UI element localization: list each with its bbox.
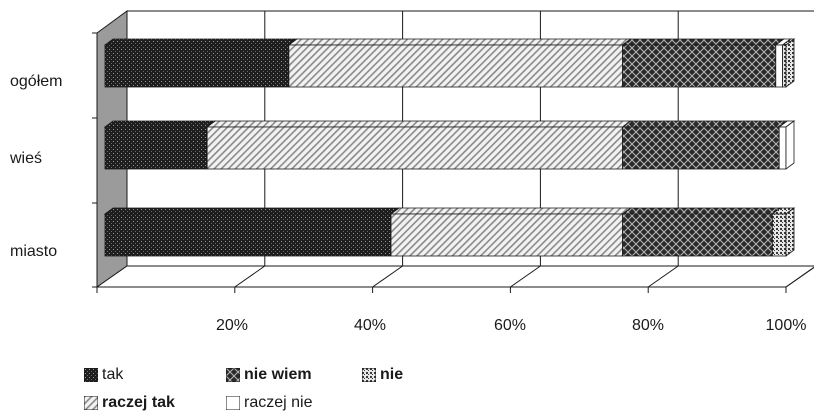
legend-item-tak: tak	[84, 366, 123, 384]
legend-swatch-nie	[362, 368, 376, 382]
legend-label-raczej-nie: raczej nie	[244, 394, 313, 411]
bar-face-nie-2	[771, 213, 787, 257]
bar-face-raczej-tak-2	[390, 213, 623, 257]
legend-swatch-raczej-nie	[226, 396, 240, 410]
bar-face-raczej-tak-0	[288, 44, 623, 88]
chart-floor	[95, 265, 814, 288]
bar-face-tak-2	[104, 213, 392, 257]
legend-item-nie-wiem: nie wiem	[226, 366, 312, 384]
bar-top-nie-wiem-2	[621, 207, 782, 215]
floor-gridline-100	[785, 266, 814, 288]
x-tick-label-60: 60%	[494, 317, 526, 334]
bar-face-raczej-nie-1	[778, 126, 787, 170]
legend-item-raczej-tak: raczej tak	[84, 394, 175, 412]
bar-face-tak-1	[104, 126, 208, 170]
bar-nie-2	[771, 207, 796, 257]
x-tick-label-100: 100%	[766, 317, 807, 334]
bar-top-raczej-tak-0	[287, 38, 632, 46]
bar-end-2	[785, 207, 795, 257]
bar-top-nie-wiem-0	[621, 38, 785, 46]
bar-face-tak-0	[104, 44, 290, 88]
legend-label-tak: tak	[102, 366, 124, 383]
legend-swatch-tak	[84, 368, 98, 382]
y-ticks	[92, 32, 97, 288]
bar-tak-1	[103, 120, 217, 170]
category-label-ogolem: ogółem	[10, 73, 62, 90]
bar-raczej-tak-2	[389, 207, 632, 257]
legend: tak nie wiem nie raczej tak raczej nie	[84, 362, 604, 414]
legend-item-raczej-nie: raczej nie	[226, 394, 312, 412]
bar-face-nie-wiem-0	[622, 44, 777, 88]
bar-face-raczej-tak-1	[206, 126, 623, 170]
bar-end-0	[785, 38, 795, 88]
category-label-wies: wieś	[9, 150, 42, 167]
category-label-miasto: miasto	[10, 243, 57, 260]
floor-gridline-60	[510, 265, 541, 288]
floor-gridline-80	[647, 265, 679, 288]
legend-item-nie: nie	[362, 366, 403, 384]
bar-tak-2	[103, 207, 401, 257]
bar-raczej-tak-0	[287, 38, 632, 88]
x-tick-label-20: 20%	[216, 317, 248, 334]
x-ticks	[96, 287, 787, 293]
x-tick-label-80: 80%	[632, 317, 664, 334]
bar-face-nie-0	[782, 44, 787, 88]
bar-nie-wiem-0	[621, 38, 785, 88]
bars	[103, 38, 796, 257]
bar-face-nie-wiem-2	[622, 213, 773, 257]
x-tick-label-40: 40%	[354, 317, 386, 334]
floor-gridline-40	[372, 265, 403, 288]
bar-top-tak-0	[103, 38, 299, 46]
bar-nie-wiem-1	[621, 120, 789, 170]
bar-tak-0	[103, 38, 299, 88]
bar-top-tak-2	[103, 207, 401, 215]
bar-top-raczej-tak-2	[389, 207, 632, 215]
bar-face-nie-wiem-1	[622, 126, 780, 170]
bar-face-raczej-nie-0	[775, 44, 783, 88]
bar-nie-wiem-2	[621, 207, 782, 257]
legend-label-nie: nie	[380, 366, 404, 383]
floor-gridline-20	[234, 265, 266, 288]
bar-end-1	[785, 120, 795, 170]
legend-label-raczej-tak: raczej tak	[102, 394, 175, 411]
bar-raczej-tak-1	[205, 120, 632, 170]
legend-swatch-raczej-tak	[84, 396, 98, 410]
legend-swatch-nie-wiem	[226, 368, 240, 382]
bar-top-tak-1	[103, 120, 217, 128]
bar-top-nie-wiem-1	[621, 120, 789, 128]
bar-top-raczej-tak-1	[205, 120, 632, 128]
legend-label-nie-wiem: nie wiem	[244, 366, 312, 383]
